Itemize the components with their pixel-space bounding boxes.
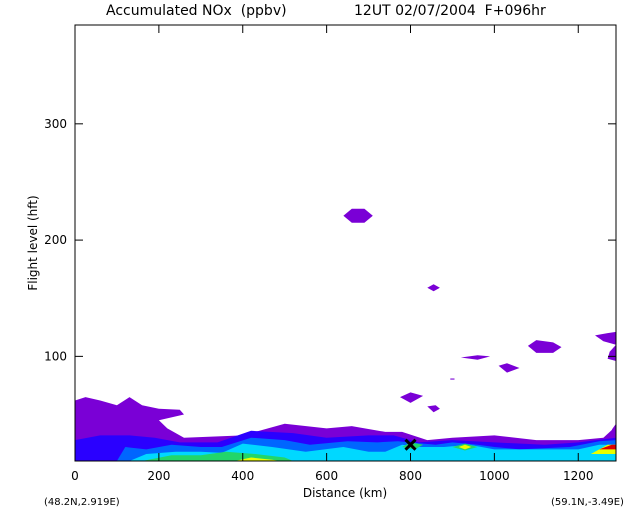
axis-ticks: 0 200 400 600 800 1000 1200 100 200 300 [44,25,616,483]
contour-region-purple-16 [460,355,491,360]
contour-region-purple-15 [607,344,616,361]
end-coordinate: (59.1N,-3.49E) [551,497,624,508]
x-tick-label: 1000 [479,469,510,483]
location-marker [404,438,417,451]
chart-timestamp: 12UT 02/07/2004 F+096hr [354,3,546,19]
y-tick-label: 100 [44,349,67,363]
chart-title: Accumulated NOx (ppbv) [106,3,287,19]
x-axis-label: Distance (km) [303,486,387,500]
x-tick-label: 600 [315,469,338,483]
x-tick-label: 200 [147,469,170,483]
start-coordinate: (48.2N,2.919E) [44,497,120,508]
contour-region-purple-20 [611,423,616,434]
contour-region-yellow-10 [458,444,472,450]
y-axis-label: Flight level (hft) [26,195,40,290]
x-tick-label: 0 [71,469,79,483]
contour-region-purple-17 [498,363,520,373]
contour-region-purple-14 [595,331,616,345]
y-tick-label: 200 [44,233,67,247]
x-tick-label: 400 [231,469,254,483]
plot-frame [74,24,617,462]
x-tick-label: 1200 [563,469,594,483]
contour-region-purple-13 [527,340,562,353]
contour-region-red-7 [599,444,616,450]
contour-region-purple-19 [427,405,440,413]
y-tick-label: 300 [44,117,67,131]
contour-region-purple-21 [450,378,455,380]
contour-region-purple-18 [400,392,424,403]
x-tick-label: 800 [399,469,422,483]
contour-region-purple-12 [427,284,440,292]
marker-layer [404,438,417,451]
contour-layer [75,208,616,461]
contour-region-purple-11 [343,208,373,223]
contour-region-yellow-5 [234,457,281,461]
